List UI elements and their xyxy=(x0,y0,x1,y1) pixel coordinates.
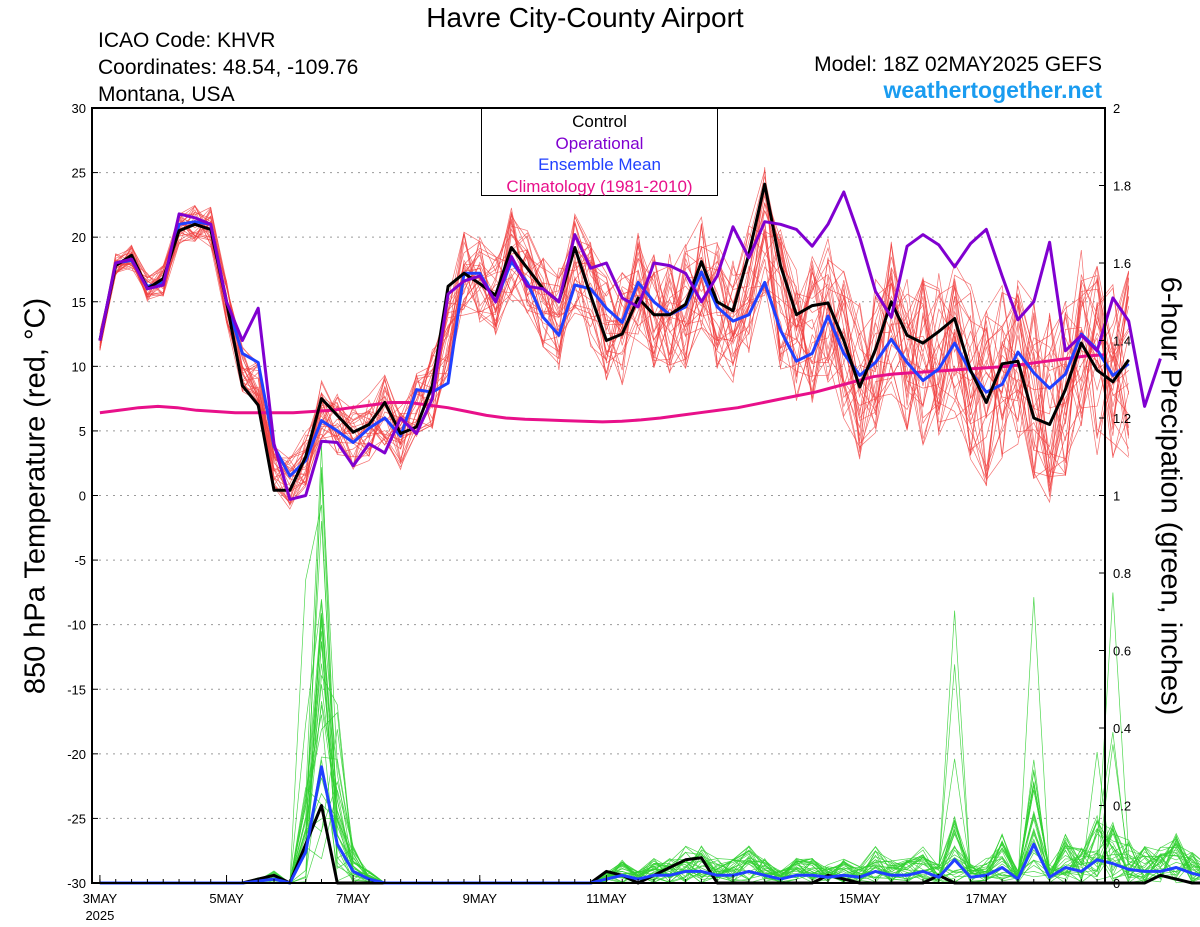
legend: Control Operational Ensemble Mean Climat… xyxy=(481,108,718,196)
y2-tick-label: 1.4 xyxy=(1113,334,1131,349)
ensemble-member-precip xyxy=(99,504,1200,884)
icao-code: ICAO Code: KHVR xyxy=(98,29,276,52)
coordinates: Coordinates: 48.54, -109.76 xyxy=(98,56,359,79)
operational-temp-line xyxy=(98,190,1162,501)
x-tick-label: 7MAY xyxy=(336,891,371,906)
legend-control: Control xyxy=(572,112,627,131)
ensemble-member-precip xyxy=(99,592,1200,884)
ensemble-member-temp xyxy=(99,185,1130,481)
ensemble-member-precip xyxy=(99,792,1200,884)
model-run: Model: 18Z 02MAY2025 GEFS xyxy=(814,53,1102,76)
ensemble-member-temp xyxy=(99,203,1130,490)
y2-axis-label: 6-hour Precipation (green, inches) xyxy=(1154,276,1187,716)
site-link[interactable]: weathertogether.net xyxy=(883,77,1102,103)
ensemble-member-precip xyxy=(99,520,1200,884)
ensemble-member-temp xyxy=(99,188,1129,505)
legend-ensemble-mean: Ensemble Mean xyxy=(538,155,661,174)
y2-tick-label: 0.4 xyxy=(1113,721,1131,736)
x-tick-label: 5MAY xyxy=(209,891,244,906)
y-tick-label: -20 xyxy=(67,747,86,762)
grid xyxy=(92,172,1105,819)
x-tick-label: 11MAY xyxy=(586,891,627,906)
ensemble-member-precip xyxy=(99,599,1200,884)
legend-operational: Operational xyxy=(555,133,644,153)
ensemble-member-precip xyxy=(99,600,1200,884)
y-tick-label: 30 xyxy=(72,101,86,116)
x-tick-label: 15MAY xyxy=(839,891,881,906)
ensemble-member-precip xyxy=(99,705,1200,884)
chart-title: Havre City-County Airport xyxy=(426,2,744,33)
ensemble-member-precip xyxy=(99,631,1200,884)
y-tick-label: 5 xyxy=(79,424,86,439)
y-tick-label: -25 xyxy=(67,811,86,826)
y2-tick-label: 1.6 xyxy=(1113,256,1131,271)
y-tick-label: 10 xyxy=(72,359,86,374)
y-tick-label: 25 xyxy=(72,166,86,181)
y-tick-label: -10 xyxy=(67,618,86,633)
y2-tick-label: 0.2 xyxy=(1113,799,1131,814)
y-tick-label: -15 xyxy=(67,682,86,697)
control-temp-line xyxy=(98,182,1130,492)
ensemble-member-precip xyxy=(99,684,1200,884)
ensemble-member-precip xyxy=(99,597,1200,884)
y2-tick-label: 1.8 xyxy=(1113,179,1131,194)
x-tick-label: 3MAY xyxy=(83,891,118,906)
x-tick-label: 9MAY xyxy=(463,891,498,906)
y-tick-label: -5 xyxy=(74,553,86,568)
ensemble-member-temp xyxy=(99,176,1130,506)
x-tick-label: 13MAY xyxy=(712,891,754,906)
y2-tick-label: 1 xyxy=(1113,489,1120,504)
y2-tick-label: 0.8 xyxy=(1113,566,1131,581)
ensemble-member-precip xyxy=(99,473,1200,884)
y2-tick-label: 1.2 xyxy=(1113,411,1131,426)
y-tick-label: 20 xyxy=(72,230,86,245)
y-tick-label: -30 xyxy=(67,876,86,891)
y-axis-label: 850 hPa Temperature (red, °C) xyxy=(19,297,52,695)
ensemble-mean-precip-line xyxy=(99,765,1200,885)
y2-tick-label: 0 xyxy=(1113,876,1120,891)
y-tick-label: 0 xyxy=(79,489,86,504)
x-tick-sublabel: 2025 xyxy=(85,908,114,923)
legend-climatology: Climatology (1981-2010) xyxy=(506,176,693,196)
y2-tick-label: 0.6 xyxy=(1113,644,1131,659)
x-tick-label: 17MAY xyxy=(965,891,1007,906)
y-tick-label: 15 xyxy=(72,295,86,310)
axes: 302520151050-5-10-15-20-25-3021.81.61.41… xyxy=(67,101,1131,923)
region: Montana, USA xyxy=(98,83,235,106)
ensemble-member-precip xyxy=(99,714,1200,884)
y2-tick-label: 2 xyxy=(1113,101,1120,116)
